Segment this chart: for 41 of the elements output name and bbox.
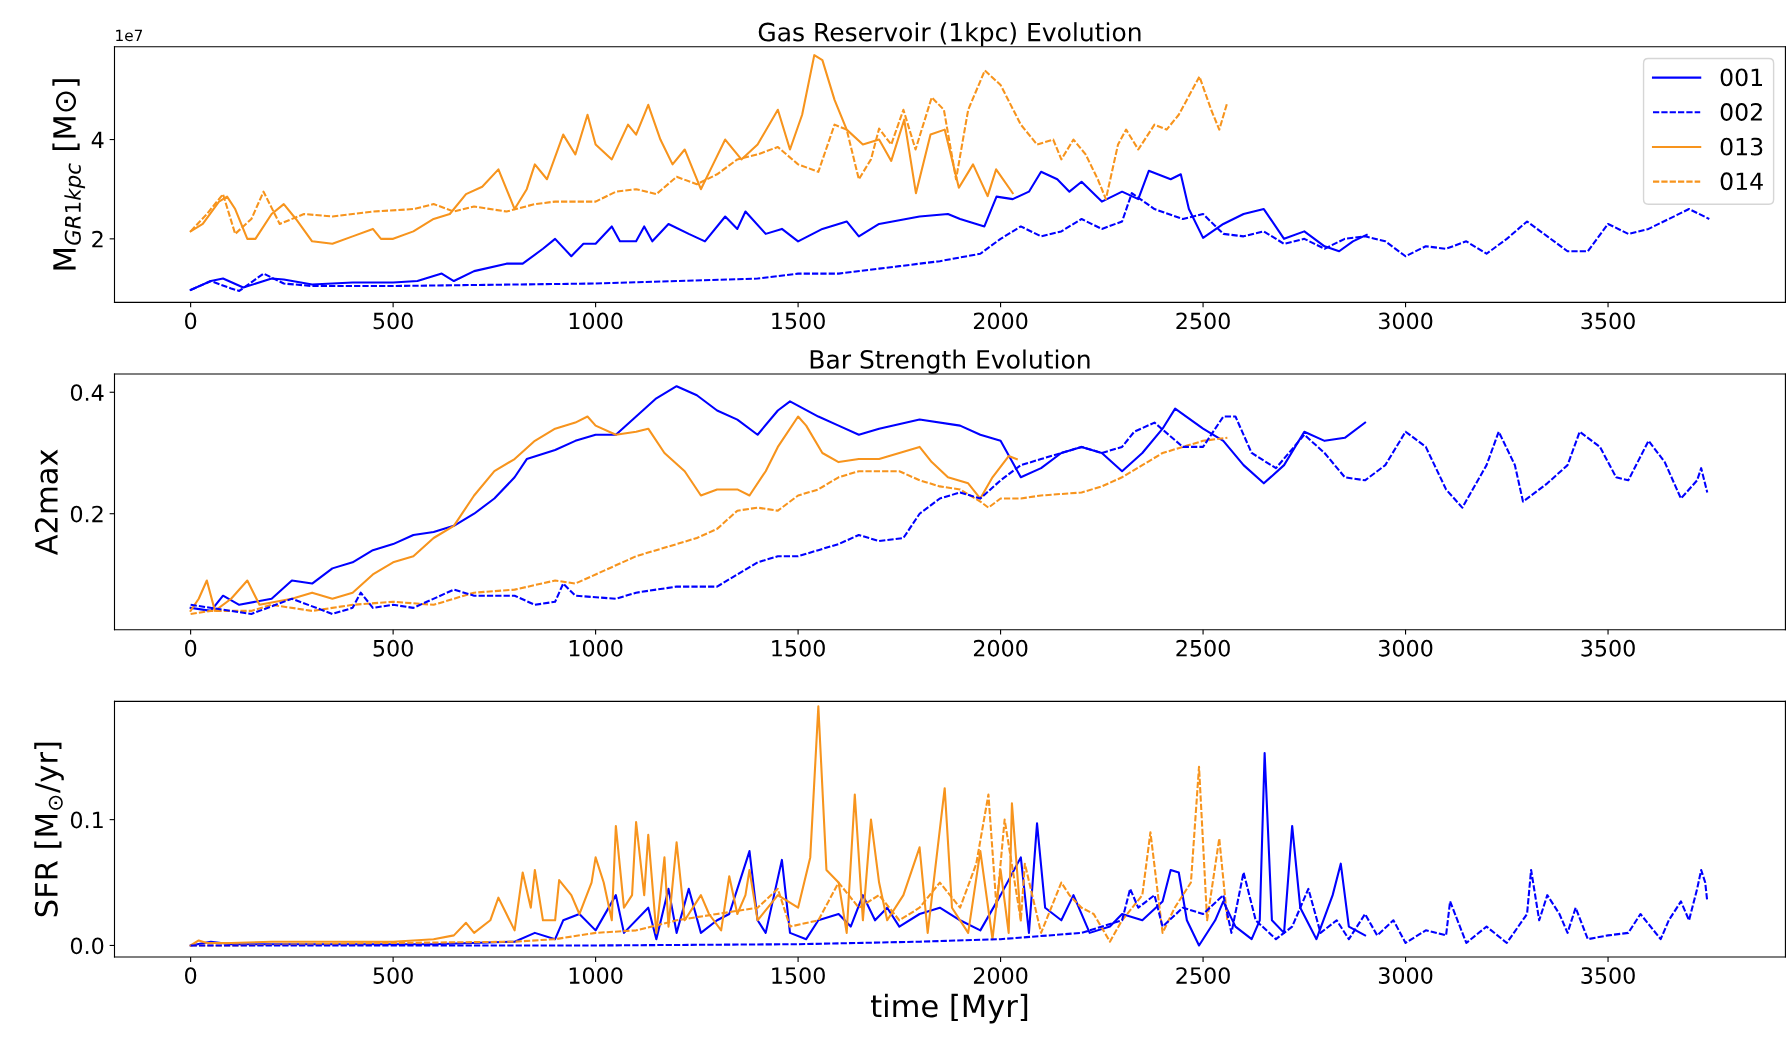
x-tick-label: 3500: [1581, 312, 1635, 330]
x-tick-label: 2000: [973, 639, 1028, 657]
x-tick-label: 2500: [1176, 639, 1230, 657]
legend-label: 014: [1720, 172, 1763, 191]
x-tick-label: 2500: [1176, 967, 1230, 984]
y-axis-title: M$_{GR1kpc}$ [M⊙]: [52, 79, 86, 270]
legend-label: 001: [1720, 68, 1762, 87]
y-tick-label: 0.0: [70, 937, 104, 955]
chart-title: Bar Strength Evolution: [810, 349, 1090, 374]
x-tick-label: 3000: [1378, 967, 1433, 984]
y-axis-title: A2max: [34, 449, 58, 556]
chart-title: Gas Reservoir (1kpc) Evolution: [758, 22, 1141, 47]
x-tick-label: 2500: [1176, 312, 1230, 330]
x-tick-label: 500: [373, 312, 413, 330]
x-tick-label: 3000: [1378, 312, 1433, 330]
x-tick-label: 1500: [772, 639, 825, 657]
y-tick-label: 4: [91, 131, 104, 148]
y-tick-label: 0.2: [70, 505, 103, 523]
legend-label: 002: [1720, 103, 1762, 121]
x-tick-label: 2000: [973, 967, 1028, 984]
x-tick-label: 1500: [772, 312, 825, 330]
y-tick-label: 0.4: [70, 384, 104, 402]
y-tick-label: 0.1: [70, 811, 103, 829]
x-tick-label: 500: [373, 639, 413, 657]
x-tick-label: 0: [185, 967, 197, 984]
x-tick-label: 1500: [772, 967, 825, 984]
legend-label: 013: [1720, 137, 1763, 156]
y-axis-title: SFR [M$_{⊙}$/yr]: [34, 742, 64, 917]
x-tick-label: 0: [185, 639, 197, 657]
x-tick-label: 500: [373, 967, 413, 984]
text: 1e7: [116, 29, 143, 42]
x-axis-title: time [Myr]: [870, 993, 1028, 1024]
x-tick-label: 2000: [973, 312, 1028, 330]
x-tick-label: 3500: [1581, 639, 1635, 657]
x-tick-label: 3000: [1378, 639, 1433, 657]
x-tick-label: 3500: [1581, 967, 1635, 984]
x-tick-label: 1000: [569, 639, 623, 657]
x-tick-label: 1000: [569, 312, 623, 330]
y-tick-label: 2: [92, 230, 103, 248]
x-tick-label: 1000: [569, 967, 623, 984]
x-tick-label: 0: [185, 312, 197, 330]
